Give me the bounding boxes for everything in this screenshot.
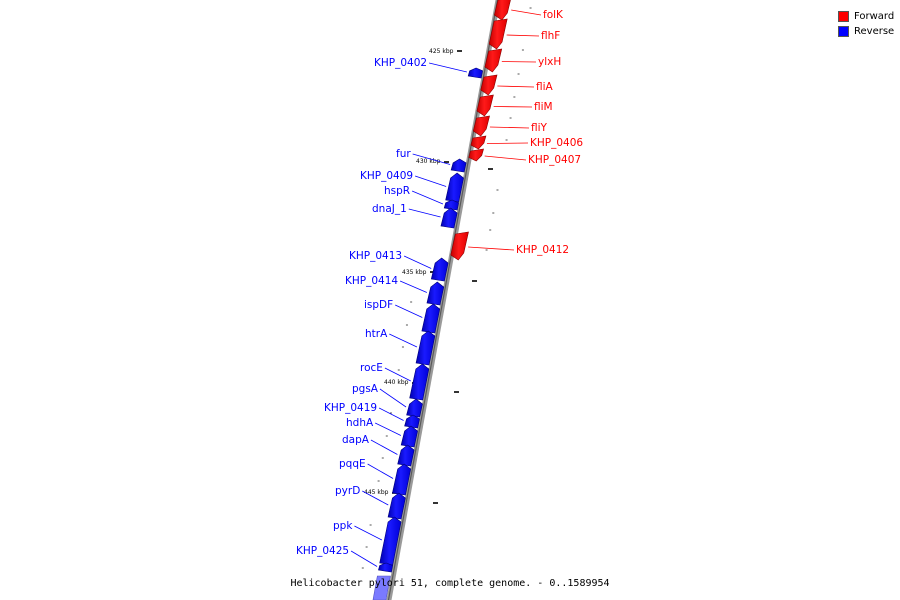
gene-layer <box>372 0 511 600</box>
gene-leader-line <box>379 388 407 408</box>
gene-leader-line <box>511 9 542 16</box>
gene-leader-line <box>468 246 515 251</box>
gene-leader-line <box>362 490 389 506</box>
gene-leader-line <box>384 367 411 382</box>
gene-arrow-khp-0407[interactable] <box>468 148 484 162</box>
gene-leader-line <box>367 463 394 479</box>
gene-arrow-ylxh[interactable] <box>484 48 503 73</box>
gene-arrow-flhf[interactable] <box>488 18 508 50</box>
gene-leader-line <box>378 407 404 421</box>
legend-forward: Forward <box>838 9 894 24</box>
gene-arrow-khp-0402[interactable] <box>467 67 483 79</box>
gene-label-hspr: hspR <box>384 185 410 197</box>
gene-leader-line <box>399 280 428 293</box>
gene-label-flhf: flhF <box>541 30 560 42</box>
forward-swatch <box>838 11 849 22</box>
kbp-marker-label: 445 kbp <box>364 489 389 496</box>
gene-leader-line <box>395 304 423 318</box>
gene-label-khp-0407: KHP_0407 <box>528 154 581 166</box>
gene-leader-line <box>411 190 444 205</box>
gene-label-fliy: fliY <box>531 122 548 134</box>
gene-label-ppk: ppk <box>333 520 353 532</box>
gene-leader-line <box>408 208 441 218</box>
gene-arrow-fliy[interactable] <box>472 115 490 137</box>
gene-leader-line <box>370 439 398 455</box>
gene-arrow-flim[interactable] <box>476 94 494 117</box>
gene-arrow-dnaj-1[interactable] <box>440 207 458 229</box>
gene-leader-line <box>506 34 540 37</box>
gene-label-khp-0414: KHP_0414 <box>345 275 398 287</box>
gene-leader-line <box>501 61 537 63</box>
backbone-layer <box>386 0 501 600</box>
kbp-marker-label: 430 kbp <box>416 158 441 165</box>
gene-label-khp-0413: KHP_0413 <box>349 250 402 262</box>
gene-leader-line <box>403 255 432 269</box>
gene-leader-line <box>429 62 468 73</box>
gene-label-htra: htrA <box>365 328 388 340</box>
gene-label-roce: rocE <box>360 362 383 374</box>
gene-arrow-pgsa[interactable] <box>406 398 423 418</box>
gene-label-dnaj-1: dnaJ_1 <box>372 203 407 215</box>
legend-forward-label: Forward <box>854 11 895 22</box>
gene-leader-line <box>484 155 527 161</box>
kbp-marker-label: 425 kbp <box>429 48 454 55</box>
gene-arrow-khp-0412[interactable] <box>450 231 469 261</box>
reverse-swatch <box>838 26 849 37</box>
legend: Forward Reverse <box>838 9 894 39</box>
gene-leader-line <box>374 422 402 436</box>
gene-leader-line <box>486 142 529 144</box>
gene-label-khp-0409: KHP_0409 <box>360 170 413 182</box>
gene-arrow-khp-0413[interactable] <box>430 257 449 282</box>
gene-arrow-dapa[interactable] <box>397 444 415 467</box>
kbp-marker-label: 435 kbp <box>402 269 427 276</box>
gene-leader-line <box>354 525 383 541</box>
gene-arrow-hdha[interactable] <box>400 425 418 448</box>
label-layer: folK flhF ylxH fliA fliM fliY KHP_0406 KHP_0407… <box>296 9 583 567</box>
genome-title: Helicobacter pylori 51, complete genome.… <box>290 578 610 589</box>
gene-arrow-partial[interactable] <box>372 575 391 600</box>
gene-leader-line <box>489 126 530 129</box>
gene-label-ylxh: ylxH <box>538 56 561 68</box>
gene-label-ispdf: ispDF <box>364 299 393 311</box>
legend-reverse-label: Reverse <box>854 26 895 37</box>
gene-arrow-flia[interactable] <box>480 74 498 96</box>
gene-label-pgsa: pgsA <box>352 383 379 395</box>
gene-leader-line <box>497 85 535 88</box>
gene-leader-line <box>389 333 418 348</box>
gene-label-pyrd: pyrD <box>335 485 360 497</box>
gene-label-pqqe: pqqE <box>339 458 366 470</box>
gene-label-fur: fur <box>396 148 411 160</box>
gene-label-khp-0425: KHP_0425 <box>296 545 349 557</box>
gene-label-folk: folK <box>543 9 564 21</box>
kbp-marker-label: 440 kbp <box>384 379 409 386</box>
gene-leader-line <box>414 175 447 187</box>
gene-label-khp-0412: KHP_0412 <box>516 244 569 256</box>
gene-label-dapa: dapA <box>342 434 370 446</box>
gene-label-khp-0402: KHP_0402 <box>374 57 427 69</box>
gene-arrow-folk[interactable] <box>494 0 511 21</box>
gene-label-flia: fliA <box>536 81 554 93</box>
gene-label-hdha: hdhA <box>346 417 374 429</box>
genome-backbone-edge <box>387 0 499 600</box>
gene-leader-line <box>493 106 533 108</box>
gene-label-khp-0419: KHP_0419 <box>324 402 377 414</box>
gene-arrow-khp-0406[interactable] <box>470 135 487 150</box>
gene-arrow-khp-0425[interactable] <box>378 562 394 573</box>
gene-label-khp-0406: KHP_0406 <box>530 137 583 149</box>
gene-label-flim: fliM <box>534 101 553 113</box>
legend-reverse: Reverse <box>838 24 894 39</box>
gene-arrow-fur[interactable] <box>450 158 467 173</box>
gene-leader-line <box>350 550 378 567</box>
gene-leader-line <box>412 153 451 165</box>
